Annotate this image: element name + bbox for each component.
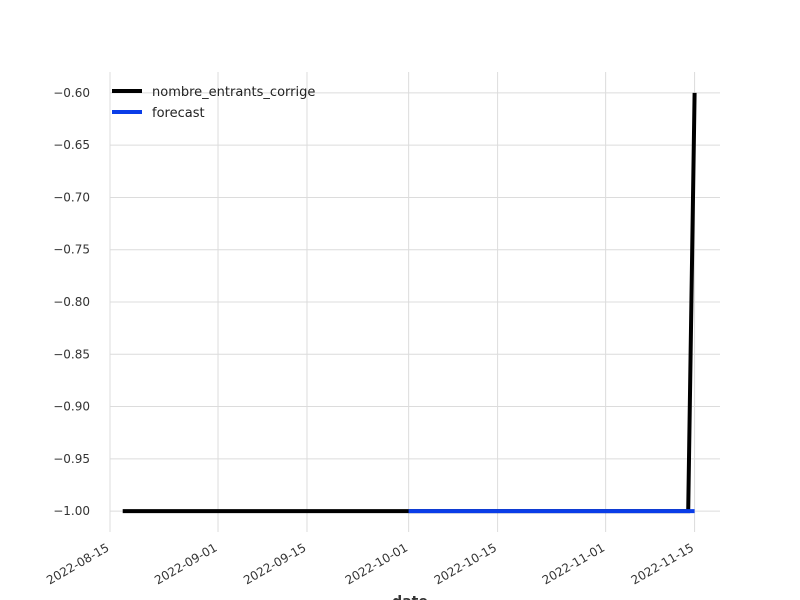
x-axis-ticks: 2022-08-15 2022-09-01 2022-09-15 2022-10-01… xyxy=(44,540,696,587)
y-axis-ticks: −1.00 −0.95 −0.90 −0.85 −0.80 −0.75 −0.70 −0.65… xyxy=(53,86,90,518)
x-tick-label: 2022-08-15 xyxy=(44,540,111,587)
x-tick-label: 2022-10-15 xyxy=(432,540,499,587)
x-tick-label: 2022-10-01 xyxy=(343,540,410,587)
y-tick-label: −0.80 xyxy=(53,295,90,309)
x-tick-label: 2022-09-01 xyxy=(152,540,219,587)
y-tick-label: −1.00 xyxy=(53,504,90,518)
x-tick-label: 2022-11-15 xyxy=(629,540,696,587)
y-tick-label: −0.60 xyxy=(53,86,90,100)
y-tick-label: −0.70 xyxy=(53,190,90,204)
series-lines xyxy=(122,92,697,514)
legend-label: forecast xyxy=(152,106,205,121)
x-axis-title: date xyxy=(392,594,428,600)
legend-label: nombre_entrants_corrige xyxy=(152,85,315,100)
y-tick-label: −0.85 xyxy=(53,347,90,361)
x-tick-label: 2022-09-15 xyxy=(241,540,308,587)
y-tick-label: −0.75 xyxy=(53,243,90,257)
legend: nombre_entrants_corrige forecast xyxy=(112,85,315,121)
x-tick-label: 2022-11-01 xyxy=(540,540,607,587)
y-tick-label: −0.95 xyxy=(53,452,90,466)
y-tick-label: −0.65 xyxy=(53,138,90,152)
grid xyxy=(109,72,720,532)
y-tick-label: −0.90 xyxy=(53,400,90,414)
